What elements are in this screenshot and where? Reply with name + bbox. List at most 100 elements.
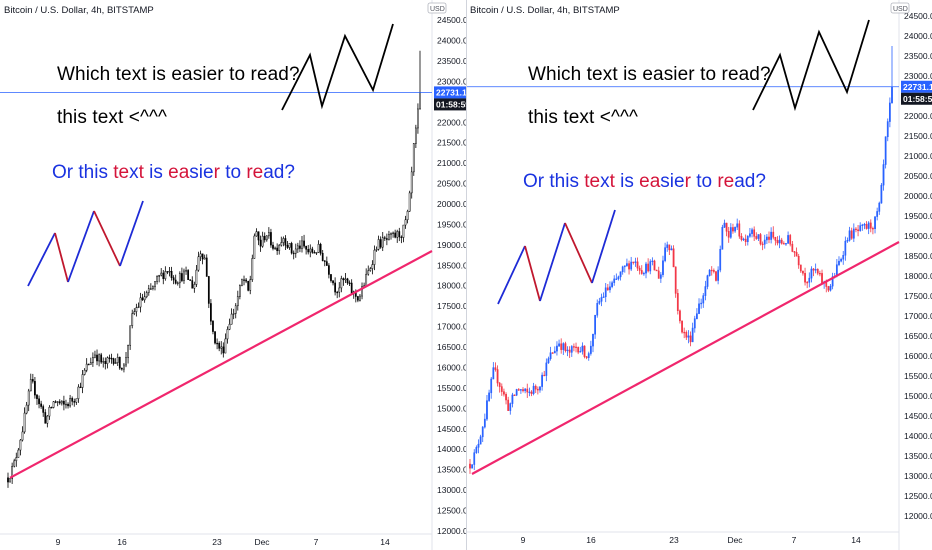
candle-body (761, 243, 764, 246)
y-tick-label: 13500.00 (437, 465, 467, 475)
candle-body (689, 335, 692, 343)
candle-body (520, 389, 522, 391)
candle-body (816, 268, 819, 274)
candle-body (736, 223, 739, 228)
y-tick-label: 16000.00 (904, 351, 932, 361)
candle-body (160, 272, 163, 276)
candle-body (325, 261, 328, 266)
zigzag-colored-segment[interactable] (93, 210, 121, 267)
candle-body (123, 364, 125, 370)
currency-badge[interactable] (427, 2, 447, 14)
colored-text-segment: re (712, 171, 735, 192)
candle-body (575, 346, 577, 348)
zigzag-colored-segment[interactable] (54, 232, 69, 283)
candle-body (693, 318, 696, 329)
candle-body (592, 334, 594, 347)
zigzag-colored-segment[interactable] (497, 245, 526, 305)
candle-body (653, 260, 656, 271)
candle-body (133, 311, 136, 314)
candle-body (94, 354, 96, 358)
candle-body (471, 464, 474, 469)
y-tick-label: 20500.00 (904, 171, 932, 181)
zigzag-colored-segment[interactable] (539, 222, 566, 302)
y-tick-label: 21000.00 (437, 158, 467, 168)
zigzag-colored-segment[interactable] (27, 232, 56, 287)
price-chart-svg[interactable]: 12000.00 12500.00 13000.00 13500.00 14000.00… (0, 0, 467, 550)
candle-body (806, 281, 809, 284)
candle-body (73, 401, 76, 403)
countdown-label: 01:58:59 (436, 99, 467, 109)
candle-body (11, 465, 14, 479)
trendline[interactable] (9, 250, 433, 479)
currency-label: USD (893, 6, 908, 13)
colored-text-segment: r (213, 162, 220, 183)
candle-body (230, 313, 233, 325)
trendline[interactable] (471, 241, 900, 475)
colored-text-segment: r (684, 171, 691, 192)
colored-text-segment: t (609, 171, 615, 192)
colored-text-segment: ad? (263, 162, 295, 183)
y-tick-label: 20000.00 (904, 191, 932, 201)
candle-body (723, 222, 726, 228)
colored-text-segment: sie (660, 171, 685, 192)
zigzag-black[interactable] (281, 23, 394, 111)
y-tick-label: 17000.00 (437, 322, 467, 332)
y-tick-label: 23500.00 (437, 56, 467, 66)
candle-body (524, 388, 527, 392)
candle-body (145, 292, 148, 297)
zigzag-colored-segment[interactable] (524, 245, 541, 302)
candle-body (207, 276, 210, 304)
currency-badge[interactable] (890, 2, 910, 14)
x-tick-label: 23 (669, 535, 679, 545)
candle-body (594, 314, 597, 335)
y-tick-label: 14500.00 (904, 411, 932, 421)
candle-body (632, 261, 635, 264)
candle-body (280, 242, 283, 246)
candle-body (92, 356, 94, 363)
candle-body (245, 279, 247, 282)
candle-body (721, 227, 724, 250)
candle-body (507, 399, 510, 411)
price-chart-svg[interactable]: 12000.00 12500.00 13000.00 13500.00 14000.00… (467, 0, 932, 550)
candle-body (377, 239, 380, 250)
candle-body (282, 238, 285, 243)
candle-body (528, 391, 531, 393)
candle-body (577, 347, 580, 353)
zigzag-black[interactable] (752, 19, 870, 112)
candle-body (634, 261, 637, 263)
candle-body (193, 284, 196, 289)
candle-body (568, 349, 571, 353)
candle-body (776, 240, 779, 244)
candle-body (808, 277, 811, 283)
candle-body (154, 281, 156, 287)
zigzag-colored-segment[interactable] (591, 209, 616, 284)
candle-body (210, 303, 212, 322)
zigzag-colored-segment[interactable] (67, 210, 95, 283)
chart-panel-left[interactable]: 12000.00 12500.00 13000.00 13500.00 14000.00… (0, 0, 467, 550)
candle-body (797, 256, 800, 266)
candle-body (336, 291, 339, 294)
candle-body (585, 356, 588, 358)
candle-body (869, 222, 872, 229)
x-tick-label: 16 (117, 537, 127, 547)
candle-body (621, 266, 624, 273)
candle-body (412, 143, 415, 173)
zigzag-colored-segment[interactable] (564, 222, 593, 284)
candle-body (623, 265, 626, 268)
candle-body (498, 382, 501, 387)
candle-body (530, 391, 533, 394)
candle-body (303, 240, 305, 247)
chart-panel-right[interactable]: 12000.00 12500.00 13000.00 13500.00 14000.00… (467, 0, 932, 550)
candle-body (876, 211, 879, 217)
candle-body (106, 357, 109, 364)
candle-body (581, 345, 584, 352)
candle-body (220, 346, 223, 349)
candle-body (799, 264, 802, 272)
zigzag-colored-segment[interactable] (119, 200, 144, 267)
candle-body (390, 233, 392, 235)
candle-body (647, 263, 650, 272)
y-tick-label: 20000.00 (437, 199, 467, 209)
candle-body (774, 237, 777, 241)
candle-body (604, 287, 607, 298)
candle-body (880, 184, 883, 204)
